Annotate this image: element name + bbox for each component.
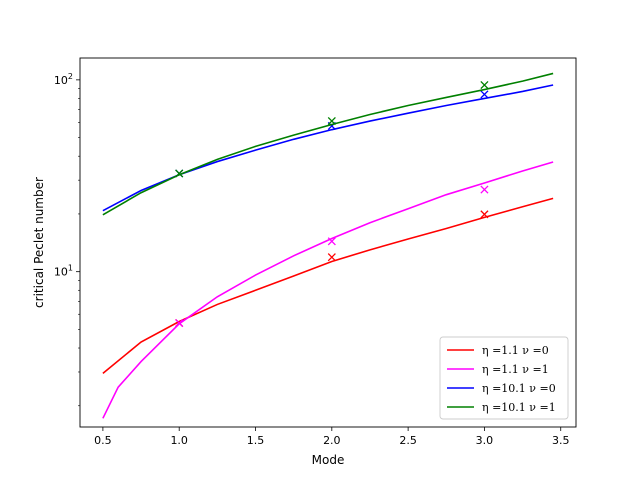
series-marker-1-0 xyxy=(175,318,184,328)
series-line-3 xyxy=(102,72,554,216)
y-axis-label: critical Peclet number xyxy=(32,177,46,308)
legend-label-0: η =1.1 ν =0 xyxy=(482,344,549,357)
axes-frame xyxy=(79,57,577,428)
x-tick-label: 3.5 xyxy=(552,434,570,447)
series-marker-3-0 xyxy=(175,169,184,178)
x-tick-label: 2.5 xyxy=(399,434,417,447)
x-tick-label: 1.5 xyxy=(247,434,265,447)
x-tick-label: 0.5 xyxy=(94,434,112,447)
series-marker-1-1 xyxy=(327,237,336,246)
x-tick-label: 1.0 xyxy=(170,434,188,447)
x-tick-label: 2.0 xyxy=(323,434,341,447)
legend: η =1.1 ν =0 η =1.1 ν =1 η =10.1 ν =0 η =10.… xyxy=(439,336,569,420)
x-axis-label: Mode xyxy=(312,453,345,467)
series-line-0 xyxy=(102,197,554,375)
x-tick-label: 3.0 xyxy=(476,434,494,447)
series-marker-1-2 xyxy=(480,185,489,194)
plot-area xyxy=(102,72,554,419)
y-tick-label: 101 xyxy=(54,264,73,279)
series-marker-0-2 xyxy=(480,210,489,219)
legend-label-1: η =1.1 ν =1 xyxy=(482,363,549,376)
series-marker-3-1 xyxy=(327,116,336,126)
legend-label-3: η =10.1 ν =1 xyxy=(482,401,556,414)
axes: 0.5 1.0 1.5 2.0 2.5 3.0 3.5 101 102 xyxy=(54,57,577,447)
series-line-1 xyxy=(102,161,554,419)
legend-box xyxy=(439,336,569,420)
y-tick-label: 102 xyxy=(54,72,73,87)
legend-label-2: η =10.1 ν =0 xyxy=(482,382,556,395)
series-marker-3-2 xyxy=(480,80,489,90)
series-marker-2-2 xyxy=(480,90,489,99)
series-marker-0-1 xyxy=(327,253,336,262)
